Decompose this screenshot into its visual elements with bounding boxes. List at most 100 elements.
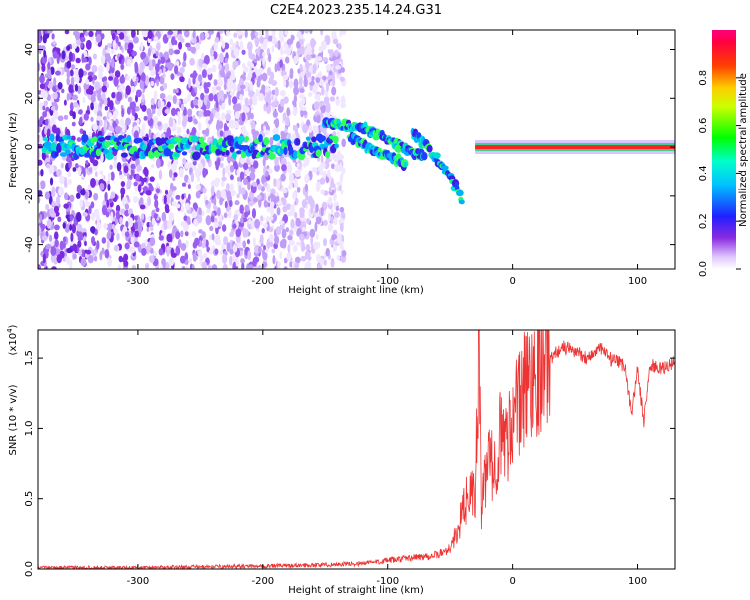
heatmap-noise-cell bbox=[260, 215, 264, 222]
heatmap-noise-cell bbox=[282, 74, 289, 81]
heatmap-noise-cell bbox=[197, 162, 203, 173]
heatmap-noise-cell bbox=[236, 193, 240, 199]
heatmap-noise-cell bbox=[275, 127, 279, 134]
heatmap-y-ticks: -40 -20 0 20 40 bbox=[24, 43, 675, 253]
heatmap-noise-cell bbox=[323, 95, 330, 105]
heatmap-noise-cell bbox=[144, 239, 148, 245]
heatmap-noise-cell bbox=[55, 196, 61, 206]
heatmap-noise-cell bbox=[274, 235, 280, 245]
heatmap-noise-cell bbox=[104, 51, 111, 60]
heatmap-noise-cell bbox=[166, 233, 173, 243]
heatmap-noise-cell bbox=[153, 36, 159, 42]
heatmap-track-cell bbox=[49, 133, 55, 143]
heatmap-noise-cell bbox=[143, 115, 148, 121]
heatmap-noise-cell bbox=[304, 174, 310, 184]
heatmap-noise-cell bbox=[171, 186, 177, 191]
heatmap-noise-cell bbox=[163, 51, 170, 61]
heatmap-noise-cell bbox=[263, 182, 268, 187]
heatmap-noise-cell bbox=[56, 254, 62, 264]
heatmap-noise-cell bbox=[101, 77, 105, 83]
heatmap-noise-cell bbox=[135, 89, 142, 98]
heatmap-noise-cell bbox=[331, 86, 337, 96]
heatmap-noise-cell bbox=[283, 257, 288, 264]
heatmap-track-cell bbox=[236, 150, 242, 155]
heatmap-noise-cell bbox=[38, 264, 41, 269]
heatmap-noise-cell bbox=[92, 123, 98, 131]
heatmap-noise-cell bbox=[166, 94, 173, 101]
heatmap-noise-cell bbox=[149, 176, 155, 182]
heatmap-noise-cell bbox=[75, 163, 79, 169]
heatmap-noise-cell bbox=[124, 41, 128, 51]
heatmap-noise-cell bbox=[289, 68, 294, 77]
heatmap-noise-cell bbox=[112, 111, 117, 121]
heatmap-noise-cell bbox=[227, 209, 232, 219]
heatmap-noise-cell bbox=[266, 67, 272, 76]
heatmap-noise-cell bbox=[68, 158, 72, 169]
heatmap-noise-cell bbox=[163, 219, 169, 230]
heatmap-noise-cell bbox=[235, 258, 239, 267]
snr-frame bbox=[37, 329, 676, 570]
heatmap-noise-cell bbox=[304, 30, 310, 34]
heatmap-noise-cell bbox=[289, 229, 294, 236]
heatmap-noise-cell bbox=[63, 99, 67, 106]
heatmap-noise-cell bbox=[113, 76, 119, 87]
heatmap-noise-cell bbox=[180, 205, 184, 213]
heatmap-noise-cell bbox=[190, 172, 195, 183]
heatmap-noise-cell bbox=[293, 177, 298, 188]
heatmap-noise-cell bbox=[250, 166, 256, 174]
heatmap-track-cell bbox=[334, 143, 339, 149]
heatmap-noise-cell bbox=[155, 207, 160, 213]
heatmap-noise-cell bbox=[217, 93, 221, 99]
heatmap-noise-cell bbox=[168, 257, 175, 267]
heatmap-noise-cell bbox=[91, 238, 95, 246]
heatmap-noise-cell bbox=[197, 74, 203, 83]
heatmap-track-cell bbox=[232, 151, 237, 160]
heatmap-noise-cell bbox=[233, 214, 239, 221]
heatmap-noise-cell bbox=[121, 108, 125, 118]
heatmap-noise-cell bbox=[311, 167, 318, 173]
heatmap-track-cell bbox=[458, 199, 465, 205]
heatmap-noise-cell bbox=[186, 128, 190, 135]
heatmap-noise-cell bbox=[63, 203, 70, 209]
heatmap-noise-cell bbox=[195, 184, 201, 191]
heatmap-noise-cell bbox=[114, 125, 121, 135]
heatmap-noise-cell bbox=[286, 107, 291, 117]
heatmap-noise-cell bbox=[236, 176, 241, 183]
heatmap-noise-cell bbox=[90, 94, 96, 103]
x-tick-label: -100 bbox=[376, 576, 399, 587]
heatmap-noise-cell bbox=[336, 181, 342, 187]
heatmap-noise-cell bbox=[181, 182, 187, 187]
heatmap-noise-cell bbox=[69, 102, 74, 112]
heatmap-noise-cell bbox=[329, 154, 334, 160]
snr-y-axis-label: SNR (10 * v/v) bbox=[8, 384, 19, 455]
heatmap-noise-cell bbox=[111, 223, 115, 230]
heatmap-noise-cell bbox=[315, 216, 322, 225]
heatmap-noise-cell bbox=[224, 200, 228, 209]
heatmap-noise-cell bbox=[149, 58, 153, 68]
heatmap-noise-cell bbox=[180, 103, 185, 112]
heatmap-noise-cell bbox=[157, 121, 162, 127]
heatmap-noise-cell bbox=[142, 177, 148, 183]
heatmap-noise-cell bbox=[282, 205, 288, 213]
heatmap-noise-cell bbox=[47, 61, 51, 70]
heatmap-noise-cell bbox=[223, 212, 228, 219]
heatmap-noise-cell bbox=[322, 75, 327, 81]
heatmap-noise-cell bbox=[90, 116, 94, 122]
heatmap-noise-cell bbox=[214, 111, 220, 119]
heatmap-noise-cell bbox=[75, 192, 81, 199]
heatmap-noise-cell bbox=[332, 76, 335, 87]
heatmap-noise-cell bbox=[124, 203, 130, 211]
heatmap-noise-cell bbox=[106, 240, 110, 250]
y-tick-label: 0.0 bbox=[24, 561, 35, 577]
heatmap-track-cell bbox=[190, 135, 199, 143]
heatmap-noise-cell bbox=[229, 247, 234, 255]
heatmap-noise-cell bbox=[133, 181, 138, 187]
heatmap-noise-cell bbox=[329, 96, 336, 102]
heatmap-noise-cell bbox=[321, 86, 325, 96]
heatmap-noise-cell bbox=[265, 216, 271, 224]
heatmap-track-cell bbox=[315, 149, 322, 158]
heatmap-track-cell bbox=[105, 152, 114, 160]
heatmap-noise-cell bbox=[82, 57, 88, 63]
heatmap-noise-cell bbox=[269, 136, 274, 146]
heatmap-track-cell bbox=[95, 148, 102, 157]
